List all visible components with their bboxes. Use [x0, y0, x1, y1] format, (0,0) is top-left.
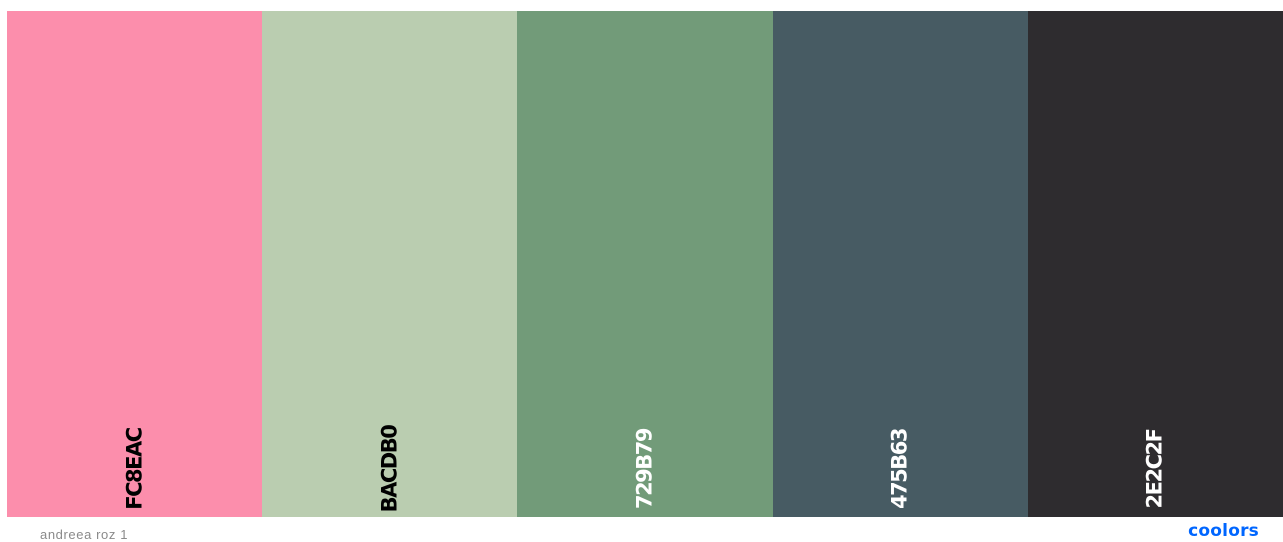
swatch-2[interactable]: BACDB0 [262, 11, 518, 517]
color-palette: FC8EAC BACDB0 729B79 475B63 2E2C2F [7, 11, 1283, 517]
swatch-code: 475B63 [887, 428, 912, 510]
swatch-5[interactable]: 2E2C2F [1027, 11, 1283, 517]
swatch-4[interactable]: 475B63 [772, 11, 1028, 517]
palette-footer: andreea roz 1 coolors [0, 517, 1283, 542]
swatch-code: FC8EAC [122, 428, 147, 510]
coolors-logo[interactable]: coolors [1188, 521, 1259, 541]
palette-name: andreea roz 1 [40, 527, 129, 542]
swatch-code: 729B79 [632, 428, 657, 510]
swatch-code: BACDB0 [377, 425, 402, 513]
swatch-3[interactable]: 729B79 [517, 11, 773, 517]
swatch-1[interactable]: FC8EAC [7, 11, 263, 517]
swatch-code: 2E2C2F [1142, 429, 1167, 509]
